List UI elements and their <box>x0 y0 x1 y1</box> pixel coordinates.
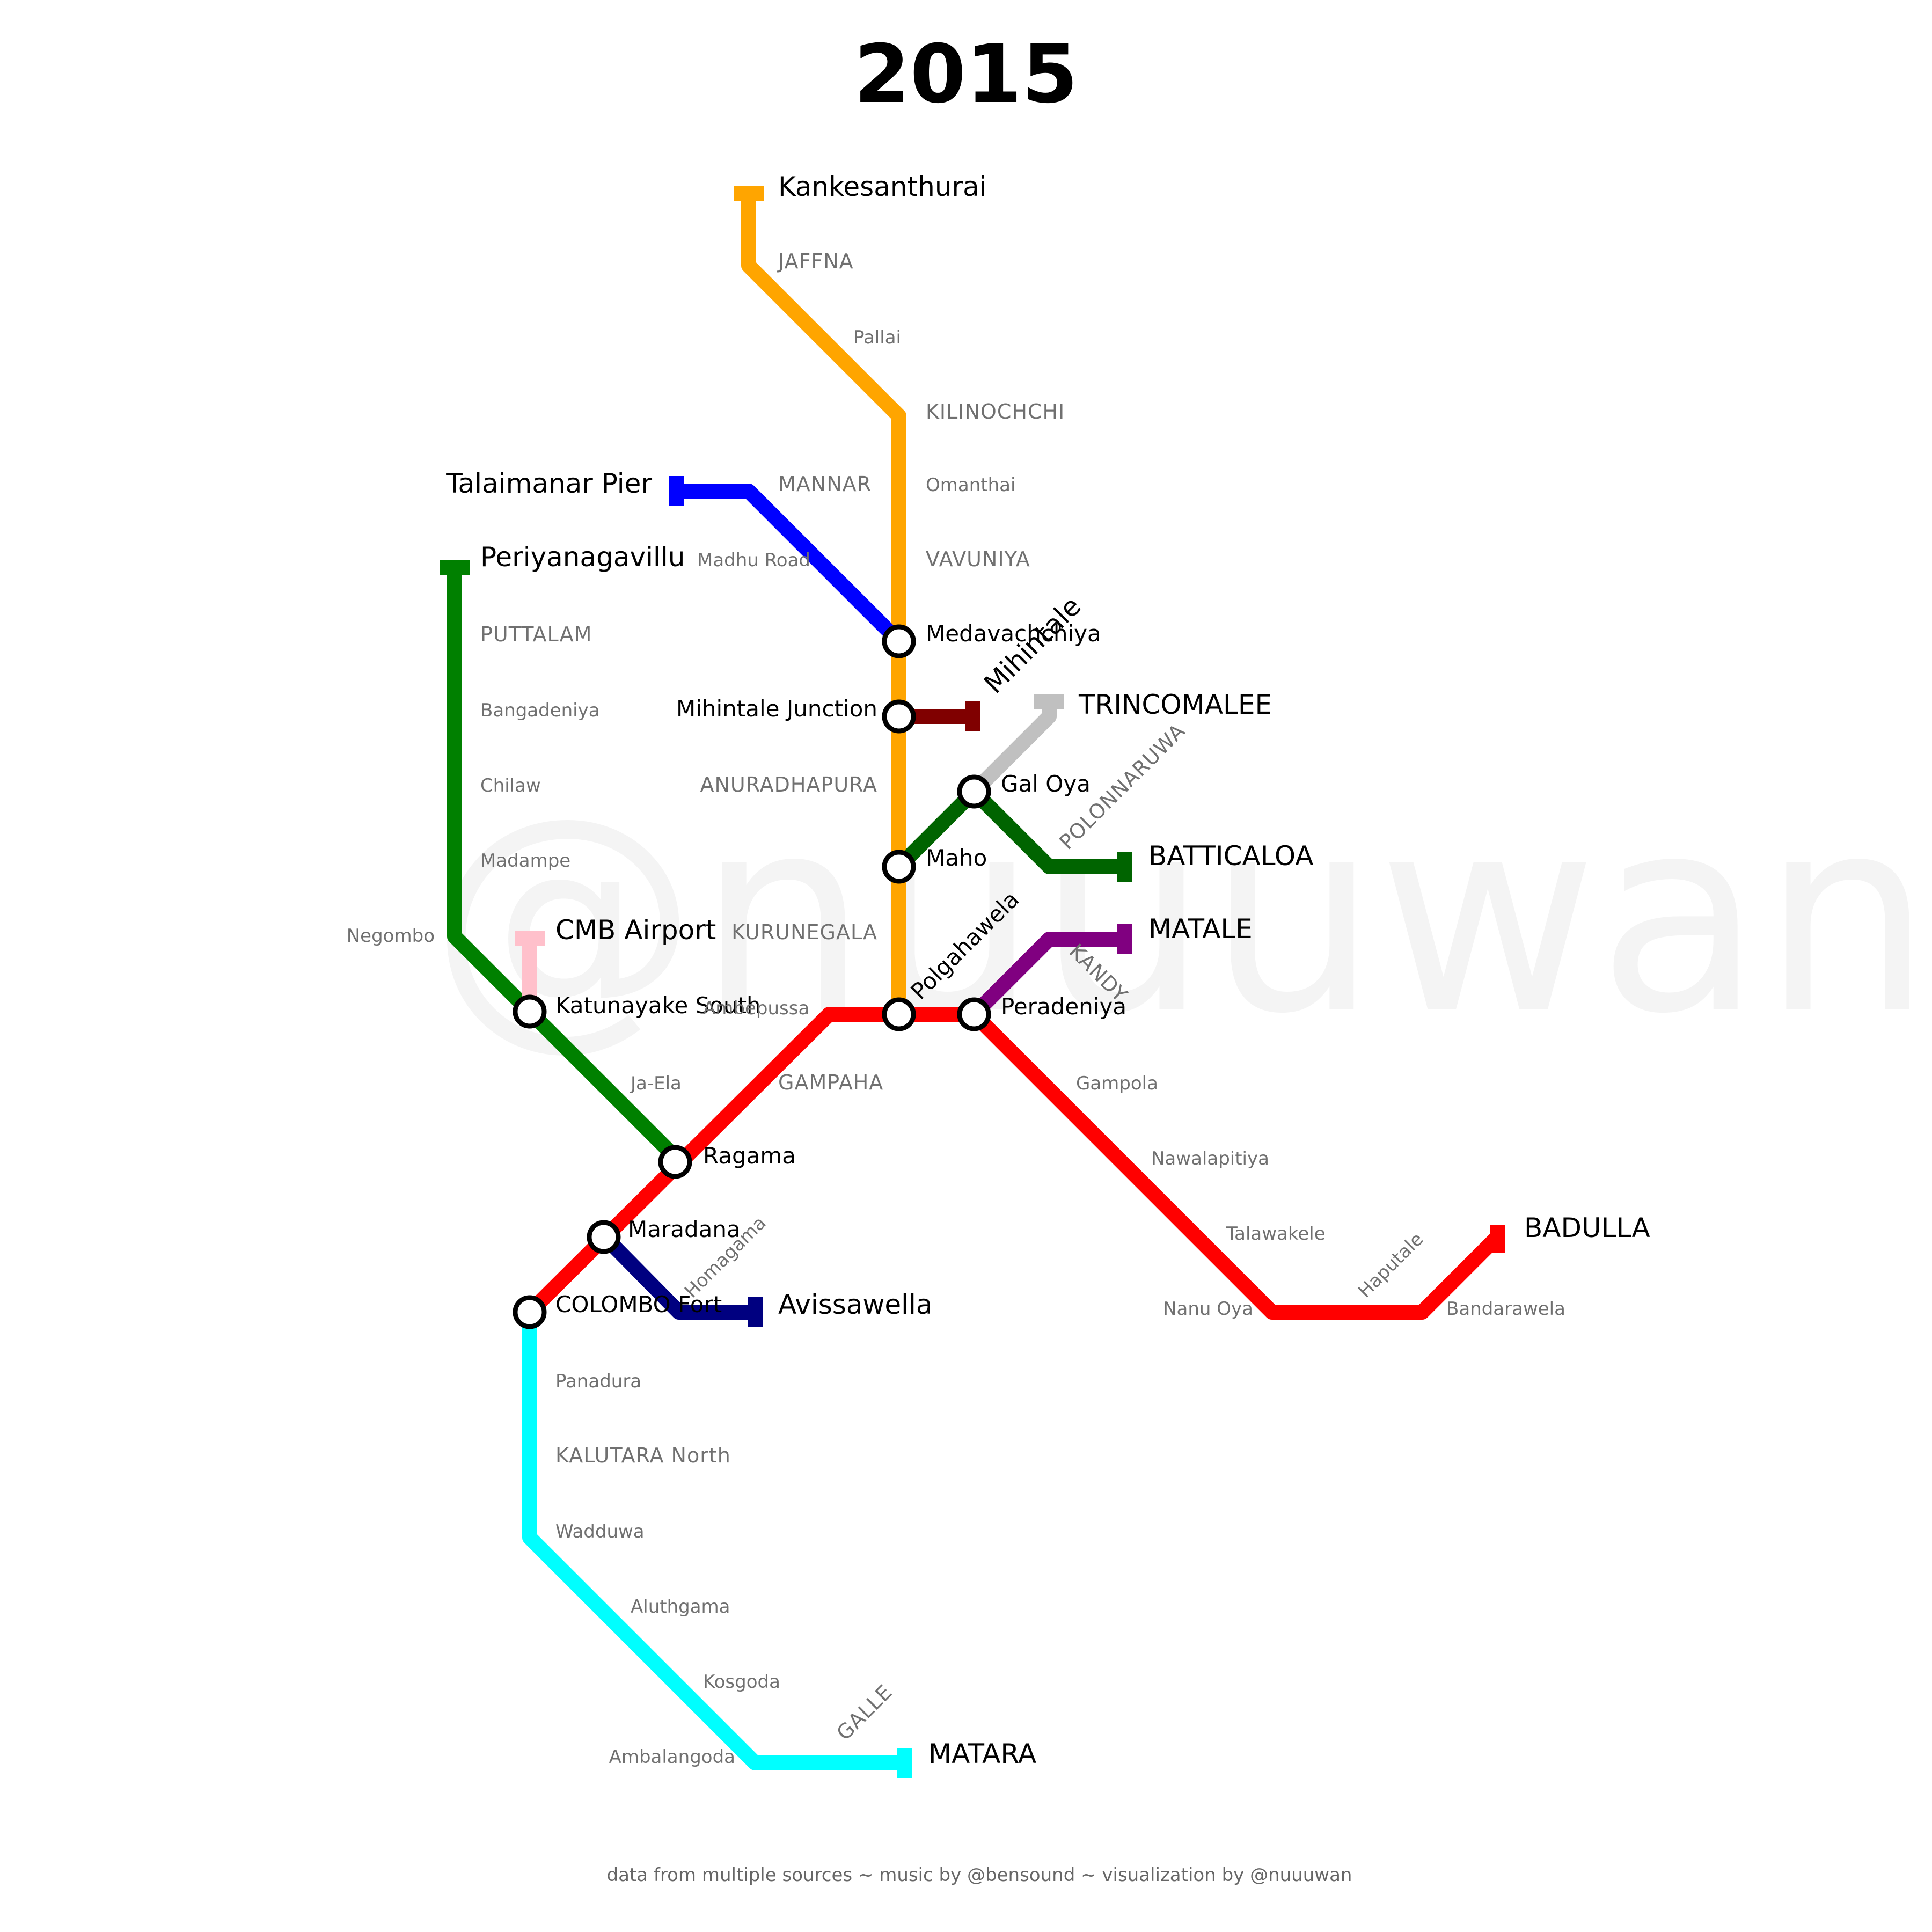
batticaloa-line <box>894 784 1124 874</box>
terminal-label-badulla: BADULLA <box>1524 1212 1650 1243</box>
label-negombo: Negombo <box>347 925 435 947</box>
label-kalutara-north: KALUTARA North <box>555 1444 731 1467</box>
station-label-maradana: Maradana <box>628 1216 741 1242</box>
station-label-maho: Maho <box>926 845 987 871</box>
label-panadura: Panadura <box>555 1371 641 1392</box>
label-ja-ela: Ja-Ela <box>630 1073 682 1094</box>
station-label-mihintale-junction: Mihintale Junction <box>676 696 877 722</box>
terminal-label-periyanagavillu: Periyanagavillu <box>480 541 685 573</box>
terminal-label-talaimanar-pier: Talaimanar Pier <box>445 468 652 499</box>
terminal-label-cmb-airport: CMB Airport <box>555 914 716 946</box>
label-nawalapitiya: Nawalapitiya <box>1151 1148 1269 1169</box>
label-omanthai: Omanthai <box>926 474 1015 496</box>
station-label-medavachchiya: Medavachchiya <box>926 620 1101 647</box>
station-node-colombo-fort <box>513 1295 547 1329</box>
label-bandarawela: Bandarawela <box>1446 1298 1565 1320</box>
station-node-maho <box>882 850 916 884</box>
watermark: @nuuuwan <box>429 760 1932 1072</box>
label-nanu-oya: Nanu Oya <box>1163 1298 1253 1320</box>
main-line <box>524 1007 1503 1320</box>
matale-line <box>969 932 1124 1020</box>
station-node-ragama <box>658 1145 692 1179</box>
station-label-gal-oya: Gal Oya <box>1001 771 1091 797</box>
label-kilinochchi: KILINOCHCHI <box>926 400 1065 423</box>
label-gampaha: GAMPAHA <box>778 1071 883 1094</box>
credit-footer: data from multiple sources ~ music by @b… <box>607 1864 1352 1886</box>
label-haputale: Haputale <box>1354 1228 1428 1302</box>
mannar-line <box>676 484 904 647</box>
label-galle: GALLE <box>832 1680 897 1745</box>
label-gampola: Gampola <box>1076 1073 1158 1094</box>
label-kosgoda: Kosgoda <box>703 1671 780 1693</box>
station-node-katunayake-south <box>513 994 547 1029</box>
label-aluthgama: Aluthgama <box>631 1596 730 1618</box>
terminal-label-kankesanthurai: Kankesanthurai <box>778 171 987 202</box>
terminal-label-batticaloa: BATTICALOA <box>1148 840 1313 872</box>
station-node-gal-oya <box>957 774 991 809</box>
label-madhu-road: Madhu Road <box>697 550 810 571</box>
label-madampe: Madampe <box>480 850 570 872</box>
terminal-label-avissawella: Avissawella <box>778 1289 933 1320</box>
label-wadduwa: Wadduwa <box>555 1521 645 1542</box>
station-node-maradana <box>587 1220 621 1254</box>
label-puttalam: PUTTALAM <box>480 623 592 646</box>
coastal-line <box>522 1312 904 1770</box>
station-node-mihintale-junction <box>882 699 916 734</box>
map-title: 2015 <box>854 28 1078 121</box>
label-ambepussa: Ambepussa <box>703 998 809 1019</box>
station-label-peradeniya: Peradeniya <box>1001 993 1126 1020</box>
label-anuradhapura: ANURADHAPURA <box>700 773 877 796</box>
label-vavuniya: VAVUNIYA <box>926 547 1030 571</box>
terminal-label-matale: MATALE <box>1148 913 1253 945</box>
label-jaffna: JAFFNA <box>777 250 854 273</box>
label-talawakele: Talawakele <box>1226 1223 1326 1245</box>
label-ambalangoda: Ambalangoda <box>609 1746 735 1768</box>
label-pallai: Pallai <box>853 327 901 348</box>
label-chilaw: Chilaw <box>480 775 541 796</box>
kelani-valley-line <box>599 1232 755 1320</box>
puttalam-line <box>447 566 680 1162</box>
label-kurunegala: KURUNEGALA <box>731 920 877 944</box>
station-node-medavachchiya <box>882 624 916 658</box>
station-label-colombo-fort: COLOMBO Fort <box>555 1291 722 1318</box>
label-mannar: MANNAR <box>778 472 872 496</box>
terminal-label-matara: MATARA <box>928 1738 1036 1769</box>
label-bangadeniya: Bangadeniya <box>480 700 600 721</box>
station-label-ragama: Ragama <box>703 1143 796 1169</box>
station-label-katunayake-south: Katunayake South <box>555 992 761 1019</box>
terminal-label-trincomalee: TRINCOMALEE <box>1078 689 1272 720</box>
station-node-polgahawela <box>882 997 916 1031</box>
station-node-peradeniya <box>957 997 991 1031</box>
